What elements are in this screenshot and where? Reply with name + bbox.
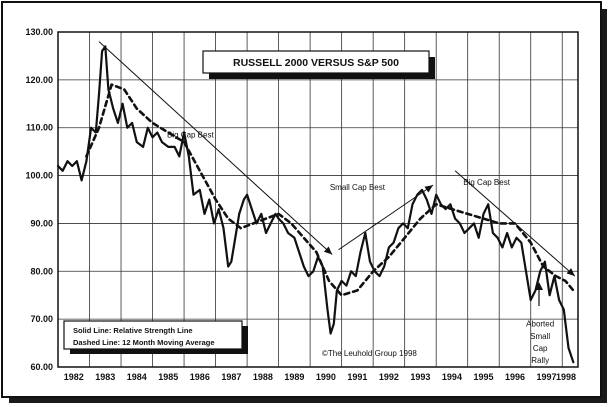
y-tick-label: 100.00 (25, 171, 53, 181)
x-tick-label: 1994 (442, 372, 462, 382)
x-tick-label: 1998 (556, 372, 576, 382)
copyright-note: ©The Leuhold Group 1998 (322, 349, 417, 358)
annotation-label: Rally (531, 356, 549, 365)
trend-arrowhead (424, 185, 434, 193)
rally-arrow-head (535, 282, 543, 290)
annotation-label: Aborted (526, 319, 554, 328)
grid (58, 31, 578, 368)
y-axis: 130.00 120.00 110.00 100.00 90.00 80.00 70.00 6… (25, 27, 53, 372)
trend-arrowhead (323, 246, 333, 255)
series-layer (56, 45, 575, 364)
x-tick-label: 1991 (347, 372, 367, 382)
annotation-label: Cap (533, 344, 548, 353)
legend-solid-label: Solid Line: Relative Strength Line (73, 326, 193, 335)
annotation-label: Big Cap Best (167, 130, 214, 139)
annotations: Big Cap Best Small Cap Best Big Cap Best Ab… (167, 130, 554, 365)
y-tick-label: 90.00 (30, 218, 53, 228)
x-tick-label: 1993 (410, 372, 430, 382)
series-moving-average (85, 83, 575, 297)
y-tick-label: 130.00 (25, 27, 53, 37)
y-tick-label: 120.00 (25, 75, 53, 85)
trend-arrowhead (566, 268, 575, 277)
plot-border (57, 31, 579, 368)
x-tick-label: 1985 (158, 372, 178, 382)
x-tick-label: 1997 (536, 372, 556, 382)
x-tick-label: 1995 (473, 372, 493, 382)
legend-dashed-label: Dashed Line: 12 Month Moving Average (73, 338, 215, 347)
series-relative-strength (56, 45, 575, 364)
x-tick-label: 1992 (379, 372, 399, 382)
x-tick-label: 1988 (253, 372, 273, 382)
x-tick-label: 1996 (505, 372, 525, 382)
annotation-label: Small Cap Best (330, 183, 386, 192)
title-box (202, 50, 430, 74)
y-tick-label: 70.00 (30, 314, 53, 324)
x-tick-label: 1990 (316, 372, 336, 382)
x-tick-label: 1983 (95, 372, 115, 382)
y-tick-label: 60.00 (30, 362, 53, 372)
y-tick-label: 80.00 (30, 266, 53, 276)
trend-line (98, 41, 333, 255)
x-tick-label: 1986 (190, 372, 210, 382)
annotation-label: Small (530, 332, 550, 341)
x-axis: 1982 1983 1984 1985 1986 1987 1988 1989 1990 1991… (64, 372, 576, 382)
x-tick-label: 1982 (64, 372, 84, 382)
annotation-label: Big Cap Best (463, 178, 510, 187)
y-tick-label: 110.00 (26, 123, 53, 133)
legend-box (63, 320, 243, 350)
x-tick-label: 1984 (127, 372, 147, 382)
x-tick-label: 1989 (284, 372, 304, 382)
x-tick-label: 1987 (221, 372, 241, 382)
chart-title: RUSSELL 2000 VERSUS S&P 500 (233, 57, 399, 69)
